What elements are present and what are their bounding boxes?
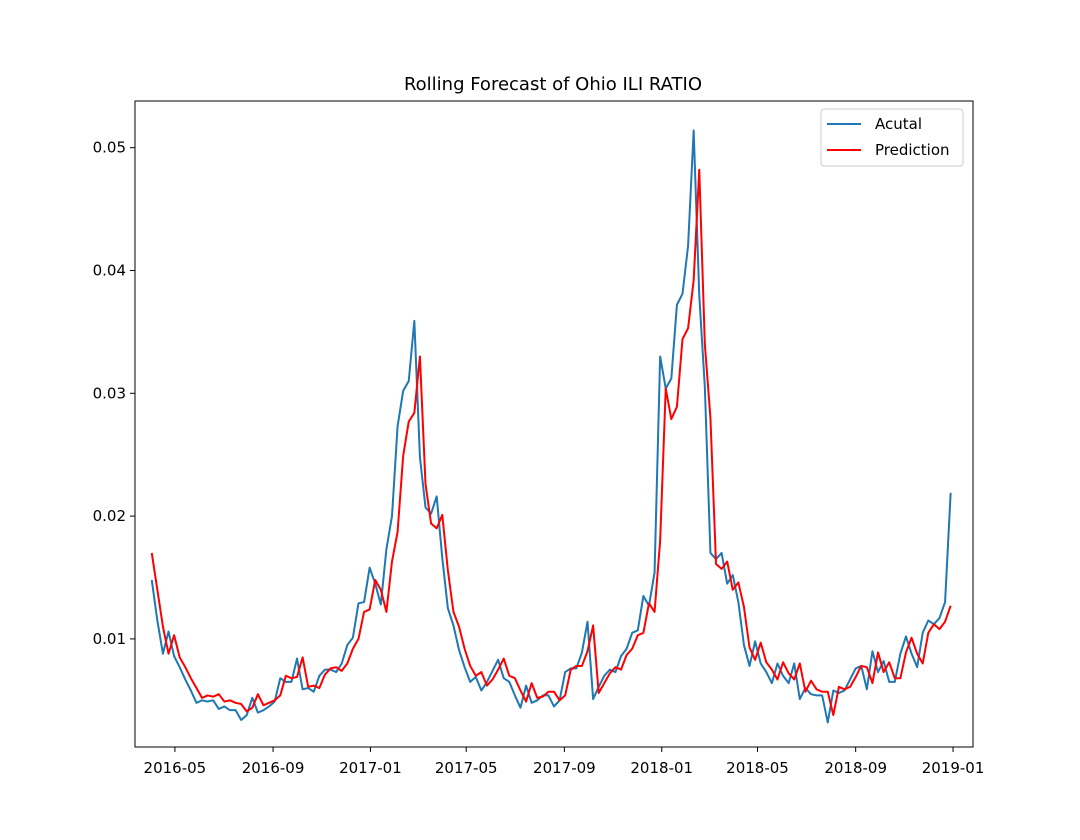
legend-label-acutal: Acutal bbox=[875, 115, 922, 133]
y-tick-label: 0.02 bbox=[93, 507, 126, 525]
chart-title: Rolling Forecast of Ohio ILI RATIO bbox=[404, 74, 702, 95]
plot-area bbox=[150, 129, 952, 724]
series-line-prediction bbox=[150, 168, 952, 717]
legend: Acutal Prediction bbox=[820, 108, 964, 167]
x-tick-label: 2017-01 bbox=[339, 759, 402, 777]
x-tick-label: 2018-05 bbox=[726, 759, 789, 777]
x-tick-label: 2019-01 bbox=[922, 759, 985, 777]
x-axis: 2016-05 2016-09 2017-01 2017-05 2017-09 2018-… bbox=[144, 747, 985, 777]
y-tick-label: 0.01 bbox=[93, 630, 126, 648]
x-tick-label: 2017-09 bbox=[533, 759, 596, 777]
y-tick-label: 0.05 bbox=[93, 139, 126, 157]
x-tick-label: 2016-05 bbox=[144, 759, 207, 777]
y-tick-label: 0.03 bbox=[93, 384, 126, 402]
x-tick-label: 2017-05 bbox=[435, 759, 498, 777]
y-axis: 0.01 0.02 0.03 0.04 0.05 bbox=[93, 139, 135, 648]
y-tick-label: 0.04 bbox=[93, 261, 126, 279]
x-tick-label: 2016-09 bbox=[242, 759, 305, 777]
x-tick-label: 2018-01 bbox=[630, 759, 693, 777]
axes-frame bbox=[134, 100, 974, 748]
legend-label-prediction: Prediction bbox=[875, 141, 950, 159]
x-tick-label: 2018-09 bbox=[824, 759, 887, 777]
